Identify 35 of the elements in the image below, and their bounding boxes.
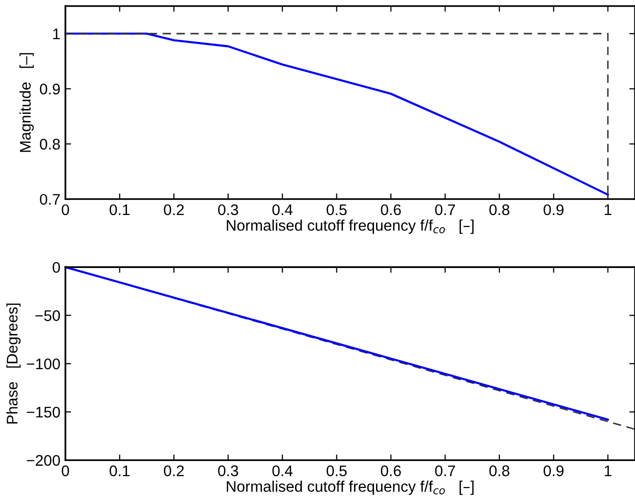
y-tick-label: 1 bbox=[53, 28, 60, 40]
x-tick-label: 1 bbox=[604, 204, 612, 216]
x-tick-label: 0.7 bbox=[435, 465, 455, 476]
x-tick-label: 0.8 bbox=[489, 204, 510, 216]
x-tick-label: 0 bbox=[62, 204, 70, 216]
y-tick-label: 0.7 bbox=[40, 194, 60, 205]
x-tick-label: 0.5 bbox=[326, 204, 347, 216]
x-tick-label: 0.4 bbox=[272, 204, 293, 216]
y-tick-label: 0 bbox=[52, 262, 60, 273]
x-tick-label: 0.9 bbox=[544, 204, 564, 216]
x-tick-label: 0.1 bbox=[110, 204, 130, 216]
x-tick-label: 0.3 bbox=[218, 465, 238, 476]
x-tick-label: 0 bbox=[62, 465, 70, 476]
x-tick-label: 0.3 bbox=[218, 204, 238, 216]
y-tick-label: 0.9 bbox=[40, 84, 60, 94]
y-axis-title: Phase [Degrees] bbox=[6, 304, 21, 424]
y-tick-label: −50 bbox=[35, 310, 60, 322]
text: Normalised cutoff frequency f/f$_{co}$ [–] bbox=[226, 220, 474, 234]
x-tick-label: 0.7 bbox=[435, 204, 455, 216]
y-tick-label: −100 bbox=[26, 358, 60, 370]
y-tick-label: 0.8 bbox=[40, 138, 60, 150]
y-axis-title: Magnitude [–] bbox=[20, 53, 34, 152]
y-tick-label: −150 bbox=[26, 406, 60, 418]
x-tick-label: 1 bbox=[604, 466, 612, 476]
x-tick-label: 0.8 bbox=[489, 465, 510, 476]
x-tick-label: 0.2 bbox=[164, 465, 184, 476]
x-tick-label: 0.6 bbox=[380, 204, 401, 216]
text: Normalised cutoff frequency f/f$_{co}$ [–] bbox=[226, 480, 474, 495]
x-tick-label: 0.2 bbox=[164, 204, 184, 216]
x-tick-label: 0.4 bbox=[272, 465, 293, 476]
x-tick-label: 0.5 bbox=[326, 465, 347, 476]
y-tick-label: −200 bbox=[26, 455, 60, 466]
x-tick-label: 0.1 bbox=[110, 465, 130, 476]
x-tick-label: 0.6 bbox=[380, 465, 401, 476]
x-tick-label: 0.9 bbox=[544, 465, 564, 476]
